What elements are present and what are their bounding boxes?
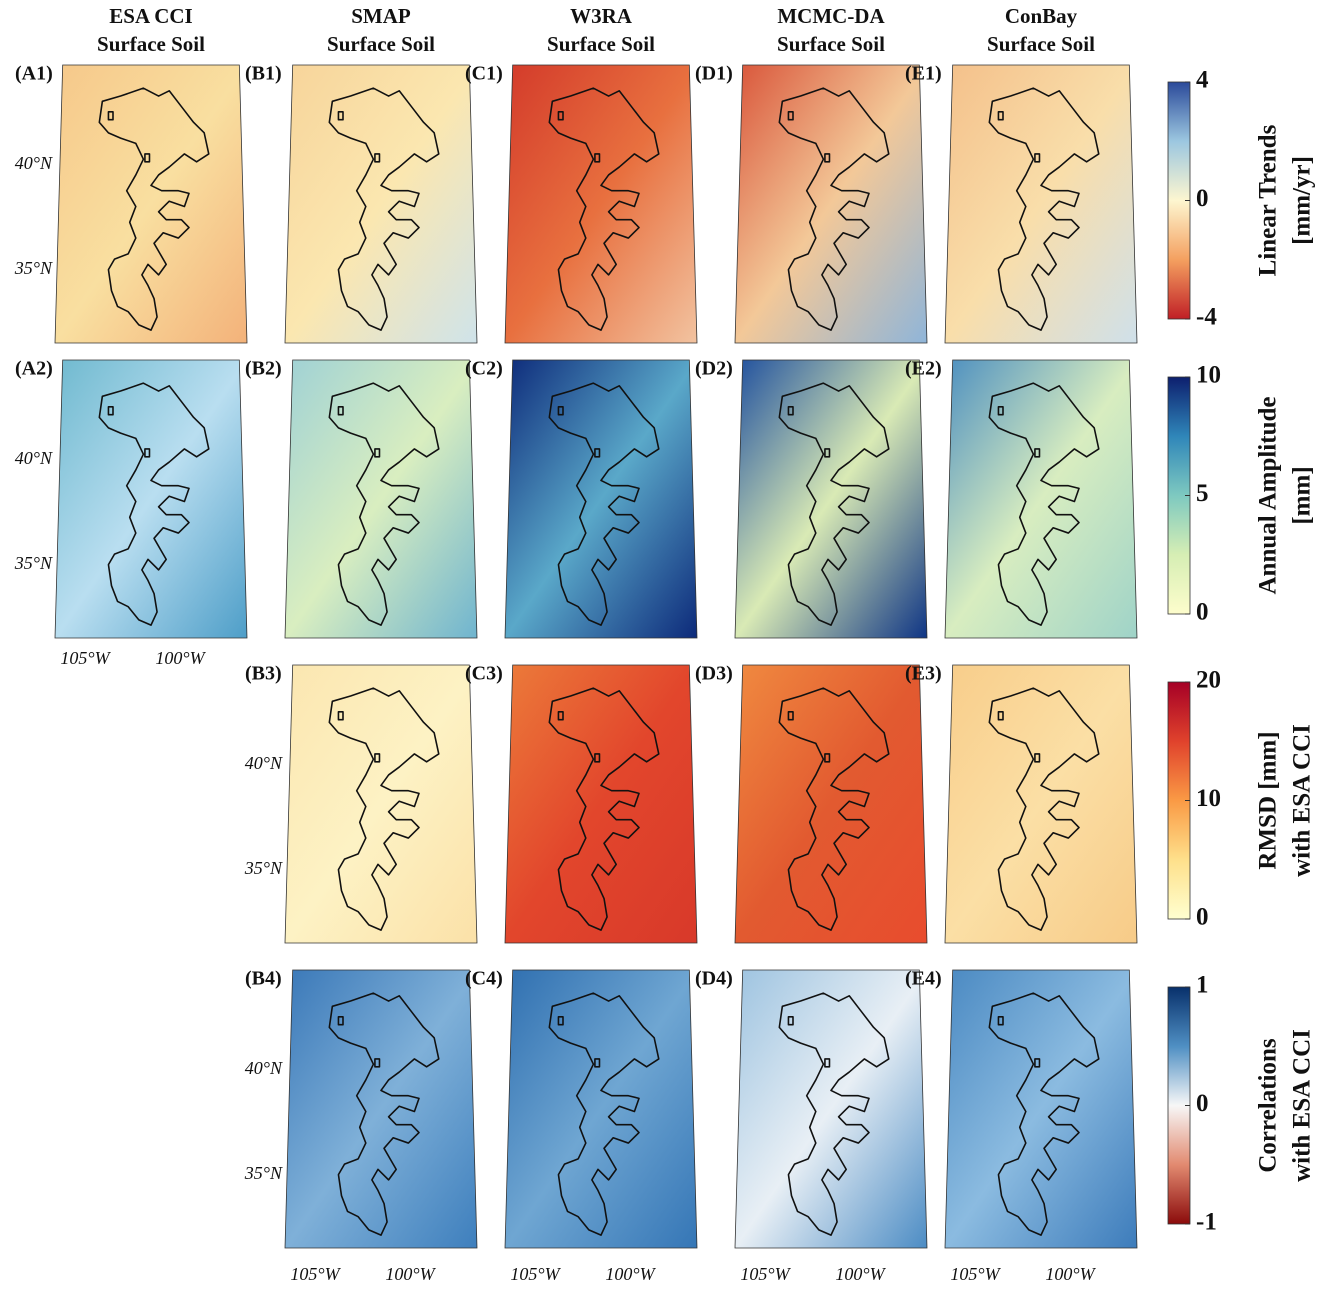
column-title: W3RA [570,4,633,28]
longitude-label: 100°W [385,1264,436,1284]
map-panel [284,359,478,639]
map-panel [284,969,478,1249]
map-panel [734,969,928,1249]
latitude-label: 35°N [244,1163,283,1183]
colorbar-tick-label: -1 [1196,1209,1217,1236]
panel-label: (E2) [905,358,942,380]
map-panel [734,664,928,944]
panel-label: (B3) [245,663,282,685]
map-panel [54,64,248,344]
panel-label: (B4) [245,968,282,990]
latitude-label: 40°N [15,448,53,468]
colorbar-subtitle: with ESA CCI [1289,1029,1316,1182]
longitude-label: 105°W [290,1264,341,1284]
map-panel [944,664,1138,944]
map-panel [504,664,698,944]
colorbar-subtitle: [mm/yr] [1289,156,1316,245]
longitude-label: 105°W [740,1264,791,1284]
latitude-label: 40°N [15,153,53,173]
colorbar-tick-label: -4 [1196,304,1217,331]
longitude-label: 105°W [510,1264,561,1284]
latitude-label: 40°N [245,1058,283,1078]
colorbar-tick-label: 0 [1196,185,1209,212]
panel-label: (B1) [245,63,282,85]
panel-label: (E4) [905,968,942,990]
panel-label: (A2) [15,358,53,380]
map-panel [734,359,928,639]
panel-label: (C4) [465,968,503,990]
column-title: ConBay [1005,4,1078,28]
colorbar-title: Correlations [1255,1038,1282,1173]
panel-label: (C2) [465,358,503,380]
panel-label: (E1) [905,63,942,85]
map-panel [944,359,1138,639]
latitude-label: 40°N [245,753,283,773]
longitude-label: 100°W [605,1264,656,1284]
colorbar-title: Annual Amplitude [1255,397,1282,595]
colorbar-tick-label: 5 [1196,480,1209,507]
latitude-label: 35°N [14,553,53,573]
colorbar-tick-label: 1 [1196,972,1209,999]
column-title: SMAP [351,4,411,28]
column-subtitle: Surface Soil [97,32,205,56]
panel-label: (E3) [905,663,942,685]
colorbar-tick-label: 0 [1196,1090,1209,1117]
map-panel [944,969,1138,1249]
column-subtitle: Surface Soil [547,32,655,56]
colorbar-tick-label: 0 [1196,599,1209,626]
longitude-label: 105°W [950,1264,1001,1284]
colorbar-tick-label: 10 [1196,362,1221,389]
map-panel [284,664,478,944]
colorbar-tick-label: 10 [1196,785,1221,812]
map-panel [54,359,248,639]
map-panel [284,64,478,344]
column-subtitle: Surface Soil [987,32,1095,56]
colorbar-tick-label: 20 [1196,667,1221,694]
colorbar-title: Linear Trends [1255,124,1282,276]
panel-label: (B2) [245,358,282,380]
latitude-label: 35°N [14,258,53,278]
column-title: MCMC-DA [777,4,885,28]
map-panel [944,64,1138,344]
panel-label: (C3) [465,663,503,685]
colorbar-tick-label: 0 [1196,904,1209,931]
latitude-label: 35°N [244,858,283,878]
longitude-label: 100°W [1045,1264,1096,1284]
map-panel [504,64,698,344]
map-panel [504,969,698,1249]
panel-label: (A1) [15,63,53,85]
map-panel [504,359,698,639]
column-title: ESA CCI [109,4,192,28]
longitude-label: 100°W [835,1264,886,1284]
longitude-label: 105°W [60,648,111,668]
panel-label: (C1) [465,63,503,85]
column-subtitle: Surface Soil [777,32,885,56]
panel-label: (D1) [695,63,733,85]
colorbar-title: RMSD [mm] [1255,731,1282,869]
colorbar-subtitle: with ESA CCI [1289,724,1316,877]
panel-label: (D4) [695,968,733,990]
column-subtitle: Surface Soil [327,32,435,56]
panel-label: (D3) [695,663,733,685]
panel-label: (D2) [695,358,733,380]
colorbar-subtitle: [mm] [1289,466,1316,524]
colorbar-tick-label: 4 [1196,67,1209,94]
map-panel [734,64,928,344]
longitude-label: 100°W [155,648,206,668]
